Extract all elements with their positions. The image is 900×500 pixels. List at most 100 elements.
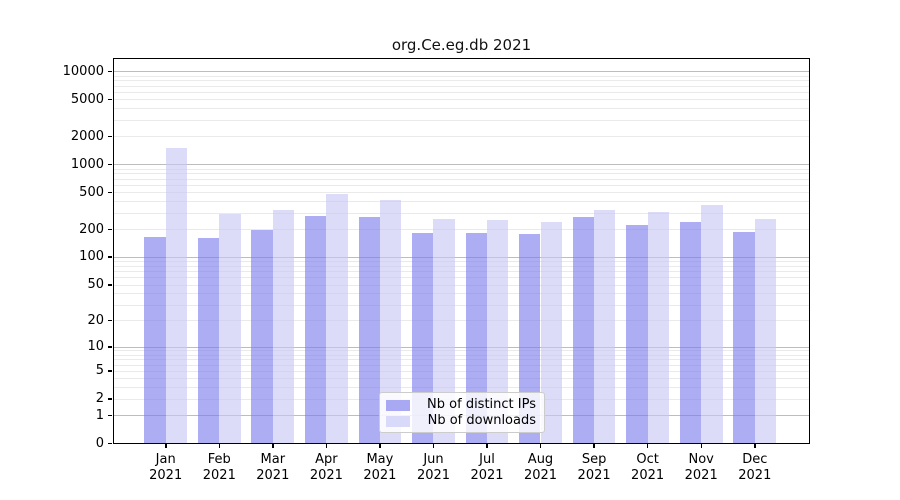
minor-gridline [113,168,810,170]
bar-downloads-nov [701,204,723,444]
minor-gridline [113,370,810,372]
x-tick-label-dec: Dec 2021 [738,452,772,483]
bar-distinct-ips-jun [412,233,434,444]
minor-gridline [113,284,810,286]
minor-gridline [113,359,810,361]
bar-downloads-mar [272,209,295,444]
y-tick-mark [108,370,112,372]
x-tick-label-apr: Apr 2021 [309,452,343,483]
y-tick-mark [108,319,112,322]
bar-distinct-ips-aug [519,233,541,444]
legend-label-downloads: Nb of downloads [427,413,536,428]
minor-gridline [113,85,810,87]
y-tick-mark [108,256,112,258]
minor-gridline [113,364,810,366]
bar-distinct-ips-may [358,217,380,444]
y-tick-label: 2 [95,391,104,407]
legend-entry-downloads: Nb of downloads [386,413,536,429]
minor-gridline [113,91,810,93]
y-tick-label: 500 [79,184,104,200]
x-tick-mark [218,444,220,448]
legend-entry-distinct-ips: Nb of distinct IPs [386,397,536,413]
gridlines-layer [113,58,810,444]
y-tick-label: 5 [95,363,104,379]
minor-gridline [113,293,810,295]
minor-gridline [113,184,810,186]
bar-downloads-aug [540,222,562,444]
bar-downloads-jan [165,147,188,444]
x-tick-mark [646,444,649,448]
x-tick-mark [593,444,595,448]
y-tick-mark [108,191,112,194]
minor-gridline [113,99,810,101]
bar-downloads-jun [433,218,455,444]
x-tick-label-aug: Aug 2021 [523,452,558,483]
minor-gridline [113,119,810,121]
major-gridline [113,256,810,258]
bar-distinct-ips-nov [679,221,702,444]
x-tick-mark [325,444,328,448]
x-tick-mark [165,444,167,448]
minor-gridline [113,212,810,214]
y-tick-label: 100 [79,249,104,265]
x-tick-label-nov: Nov 2021 [684,452,718,483]
minor-gridline [113,201,810,203]
bar-distinct-ips-sep [572,217,595,444]
x-tick-mark [539,444,542,448]
minor-gridline [113,261,810,263]
x-tick-label-sep: Sep 2021 [577,452,611,483]
x-tick-label-jun: Jun 2021 [416,452,451,483]
bars-layer [113,58,810,444]
bar-distinct-ips-mar [251,230,273,444]
y-tick-label: 1000 [70,156,104,172]
y-tick-label: 2000 [70,128,104,144]
y-tick-label: 10 [87,339,104,354]
y-tick-label: 20 [87,312,104,328]
y-tick-mark [108,442,112,445]
chart-title: org.Ce.eg.db 2021 [391,36,532,54]
y-tick-mark [108,135,112,138]
bar-distinct-ips-oct [626,224,648,444]
y-tick-label: 200 [79,221,104,237]
legend-swatch-downloads [386,415,410,427]
y-tick-mark [108,346,112,348]
legend: Nb of distinct IPs Nb of downloads [379,392,545,433]
bar-downloads-jul [487,220,509,444]
x-tick-label-jan: Jan 2021 [149,452,183,483]
minor-gridline [113,350,810,352]
bar-downloads-oct [647,212,669,444]
y-tick-mark [108,98,112,101]
x-tick-mark [700,444,702,448]
y-tick-label: 10000 [62,63,104,79]
x-tick-mark [754,444,756,448]
minor-gridline [113,320,810,322]
minor-gridline [113,304,810,306]
x-tick-label-oct: Oct 2021 [631,452,665,483]
x-tick-mark [432,444,435,448]
minor-gridline [113,75,810,77]
x-tick-mark [486,444,488,448]
y-tick-mark [108,398,112,400]
minor-gridline [113,265,810,267]
bar-downloads-dec [754,218,777,444]
minor-gridline [113,354,810,356]
y-tick-mark [108,163,112,166]
legend-swatch-distinct-ips [386,399,410,411]
minor-gridline [113,378,810,380]
minor-gridline [113,387,810,389]
x-tick-label-feb: Feb 2021 [202,452,236,483]
minor-gridline [113,178,810,180]
bar-distinct-ips-apr [304,216,327,444]
x-tick-label-may: May 2021 [363,452,397,483]
x-tick-label-mar: Mar 2021 [256,452,290,483]
minor-gridline [113,173,810,175]
bar-downloads-sep [594,210,616,444]
major-gridline [113,71,810,73]
legend-label-distinct-ips: Nb of distinct IPs [427,397,536,412]
minor-gridline [113,229,810,231]
x-tick-mark [272,444,274,448]
major-gridline [113,164,810,166]
minor-gridline [113,108,810,110]
bar-downloads-apr [326,194,348,444]
